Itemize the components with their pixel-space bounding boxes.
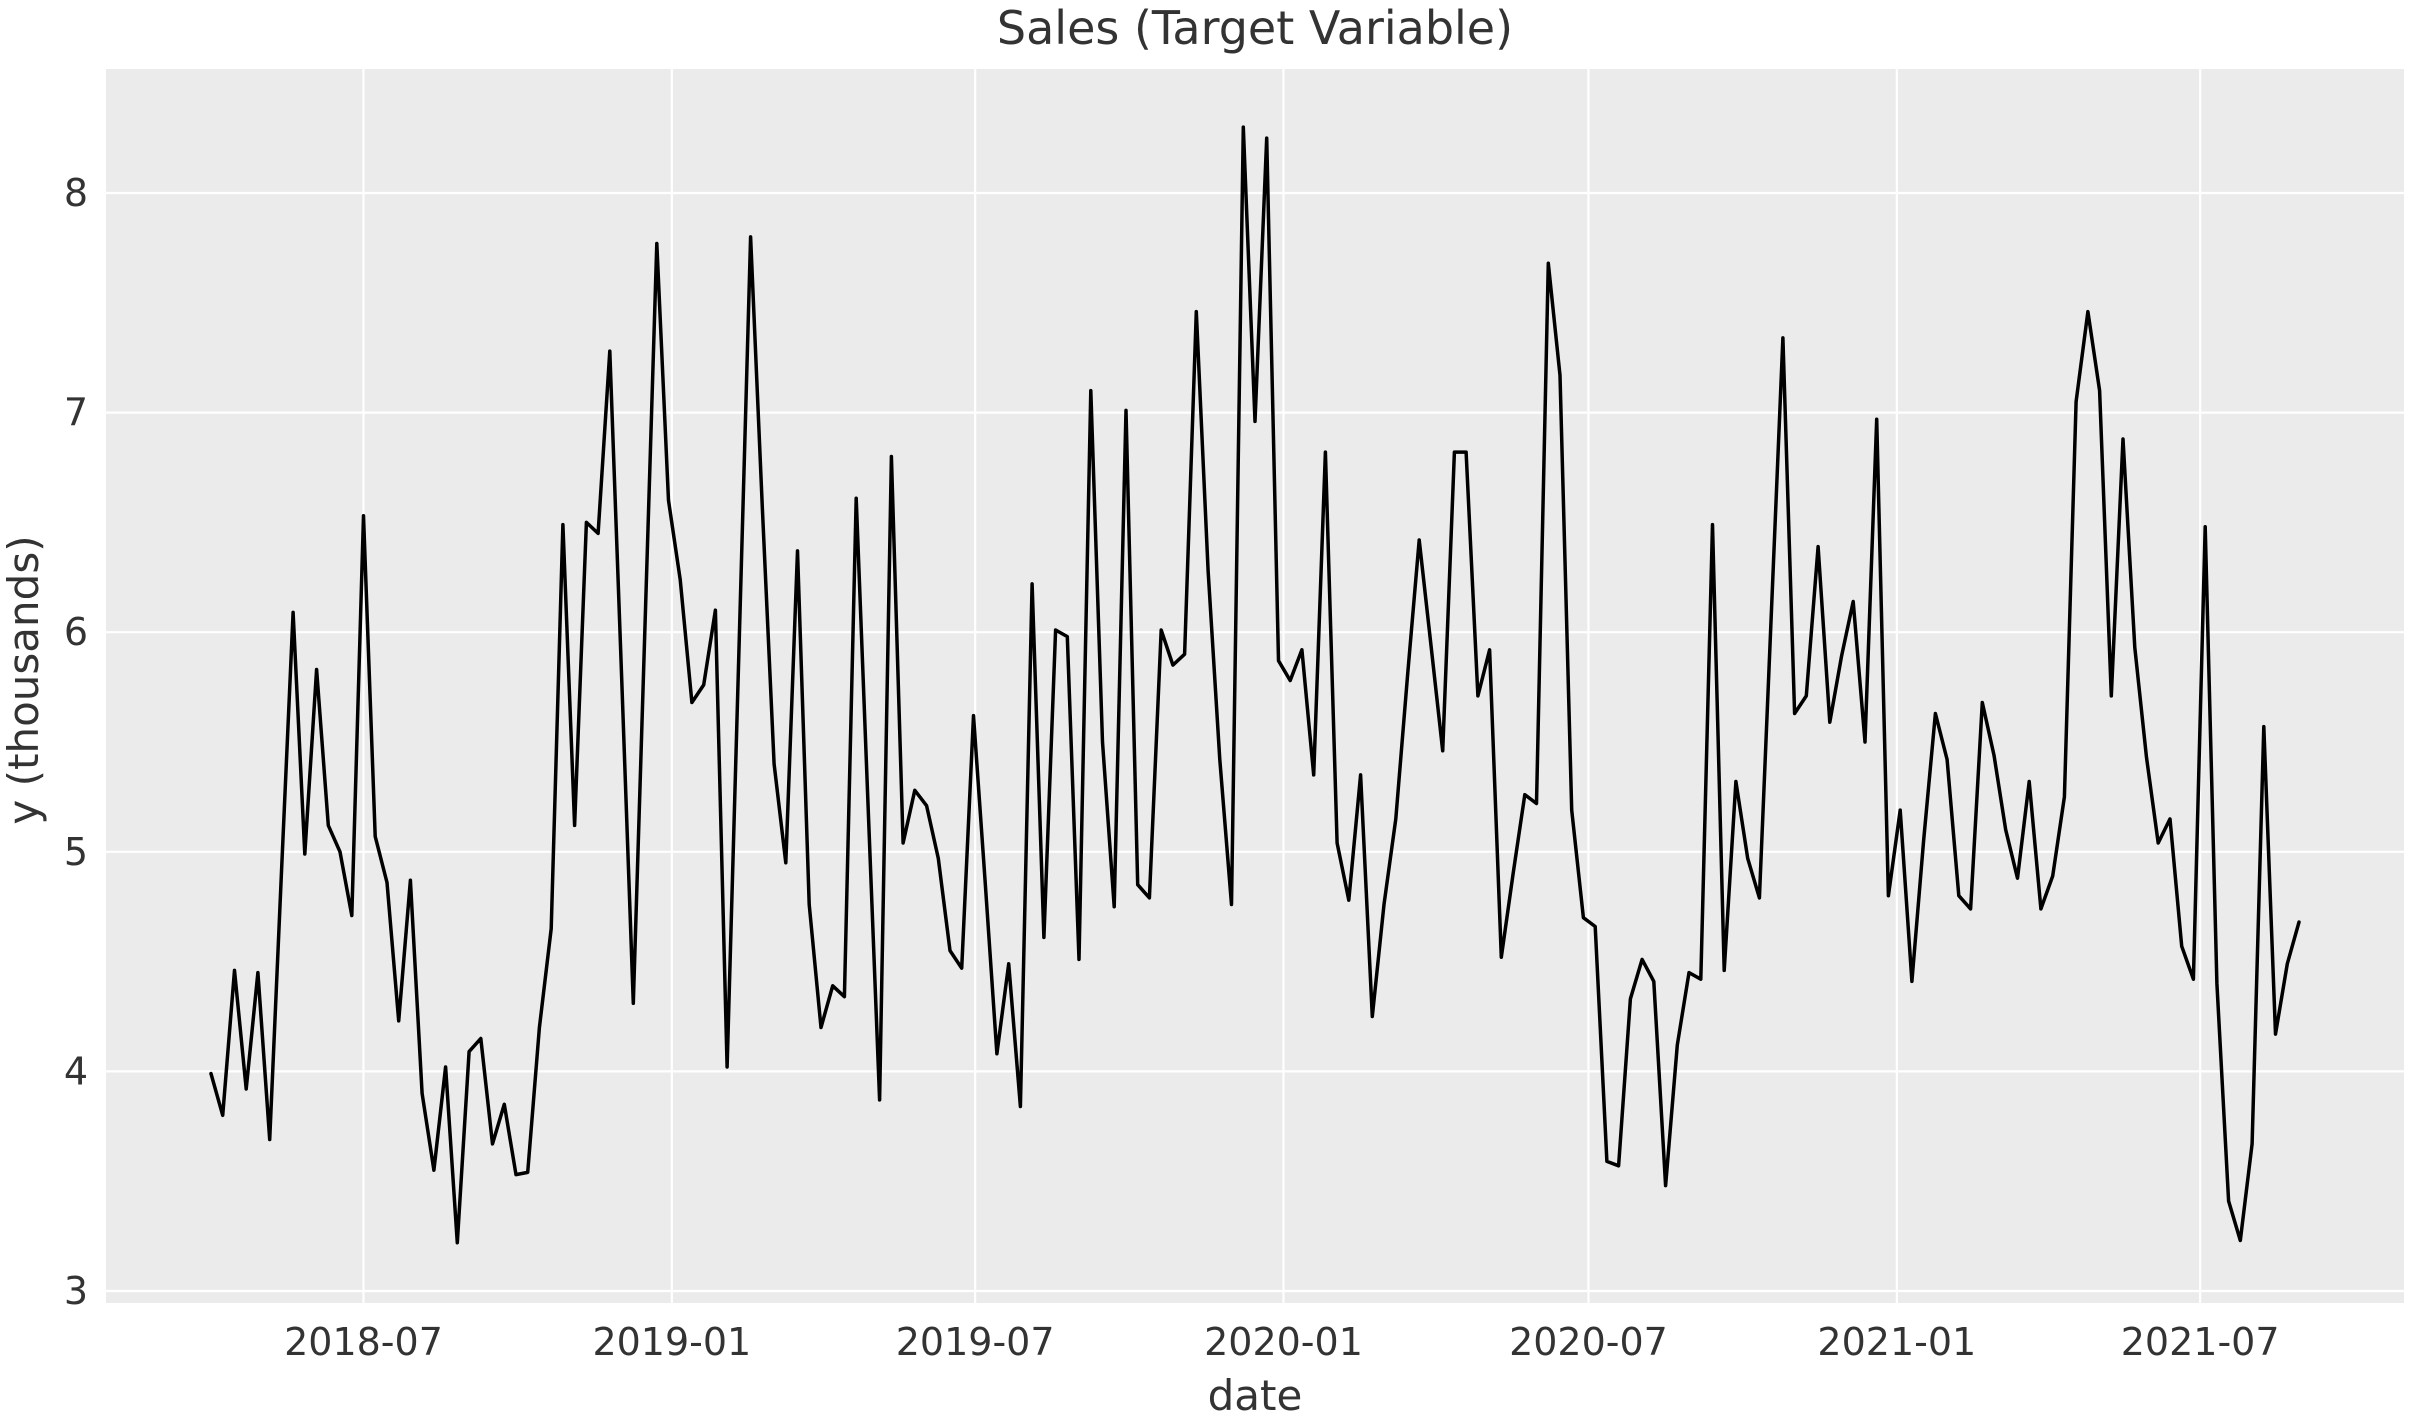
x-tick-label: 2019-01 [592,1320,751,1364]
y-tick-label: 3 [64,1269,88,1313]
tick-layer: 3 4 5 6 7 8 2018-07 2019-01 2019-07 2020-01 2020-0… [64,171,2280,1364]
chart-title: Sales (Target Variable) [997,1,1513,55]
y-tick-label: 8 [64,171,88,215]
x-tick-label: 2021-07 [2121,1320,2280,1364]
y-tick-label: 7 [64,391,88,435]
y-tick-label: 4 [64,1049,88,1093]
x-tick-label: 2019-07 [896,1320,1055,1364]
x-tick-label: 2021-01 [1817,1320,1976,1364]
y-axis-label: y (thousands) [0,535,48,824]
data-line-sales [209,125,2301,1245]
grid-layer [106,69,2404,1303]
y-tick-label: 6 [64,610,88,654]
x-axis-label: date [1208,1371,1303,1420]
x-tick-label: 2020-07 [1509,1320,1668,1364]
x-tick-label: 2018-07 [284,1320,443,1364]
x-tick-label: 2020-01 [1204,1320,1363,1364]
y-tick-label: 5 [64,830,88,874]
